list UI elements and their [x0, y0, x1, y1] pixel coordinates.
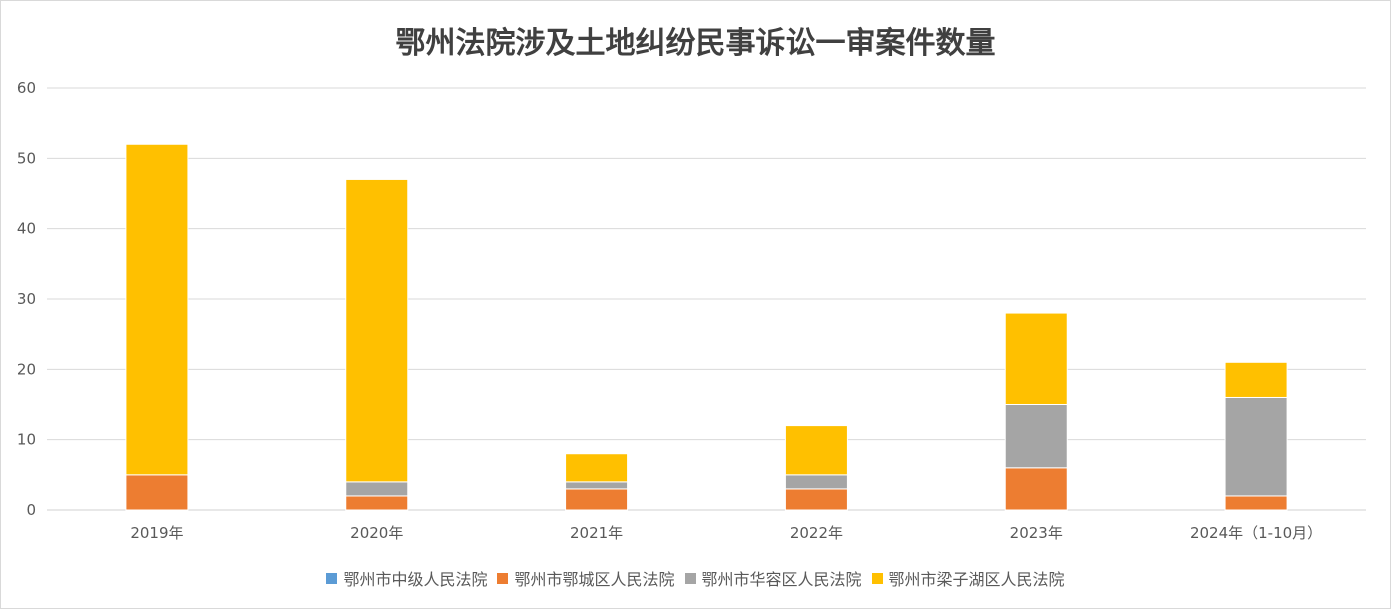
- bar-segment: [1224, 396, 1288, 497]
- plot-area: 0 10 20 30 40 50 60 2019年 2020年 2021年 2022年 2023年 20…: [17, 79, 1366, 542]
- y-tick-label: 10: [17, 431, 36, 449]
- y-tick-label: 50: [17, 149, 36, 167]
- y-tick-label: 20: [17, 360, 36, 378]
- legend-label: 鄂州市梁子湖区人民法院: [888, 570, 1065, 589]
- bar-segment: [125, 143, 189, 476]
- legend-swatch: [871, 572, 883, 584]
- bar-segment: [565, 488, 629, 511]
- bar-segment: [345, 481, 409, 497]
- legend-swatch: [684, 572, 696, 584]
- legend-item: 鄂州市华容区人民法院: [684, 566, 862, 590]
- y-tick-label: 0: [26, 501, 36, 519]
- legend-label: 鄂州市中级人民法院: [343, 570, 488, 589]
- x-tick-label: 2020年: [350, 524, 403, 542]
- bar-segment: [565, 453, 629, 483]
- bar-segment: [1004, 404, 1068, 469]
- y-tick-label: 60: [17, 79, 36, 97]
- legend-label: 鄂州市华容区人民法院: [701, 570, 862, 589]
- x-tick-label: 2021年: [570, 524, 623, 542]
- bar-segment: [1224, 495, 1288, 511]
- bar-segment: [784, 488, 848, 511]
- legend-item: 鄂州市梁子湖区人民法院: [871, 566, 1065, 590]
- bar-segment: [1224, 361, 1288, 398]
- bar-segment: [784, 425, 848, 476]
- x-tick-label: 2022年: [790, 524, 843, 542]
- bar-segment: [1004, 467, 1068, 511]
- legend-item: 鄂州市鄂城区人民法院: [497, 566, 675, 590]
- y-tick-label: 30: [17, 290, 36, 308]
- legend-swatch: [326, 572, 338, 584]
- bar-segment: [565, 481, 629, 490]
- y-tick-label: 40: [17, 220, 36, 238]
- bar-segment: [345, 495, 409, 511]
- bar-segment: [125, 474, 189, 511]
- legend-label: 鄂州市鄂城区人民法院: [514, 570, 675, 589]
- x-tick-label: 2024年（1-10月）: [1190, 524, 1322, 542]
- x-tick-label: 2023年: [1010, 524, 1063, 542]
- x-tick-label: 2019年: [130, 524, 183, 542]
- bar-segment: [1004, 312, 1068, 406]
- bar-segment: [784, 474, 848, 490]
- bar-segment: [345, 178, 409, 483]
- legend-swatch: [497, 572, 509, 584]
- chart-title: 鄂州法院涉及土地纠纷民事诉讼一审案件数量: [395, 26, 996, 61]
- legend: 鄂州市中级人民法院 鄂州市鄂城区人民法院 鄂州市华容区人民法院 鄂州市梁子湖区人民法院: [0, 566, 1391, 590]
- legend-item: 鄂州市中级人民法院: [326, 566, 487, 590]
